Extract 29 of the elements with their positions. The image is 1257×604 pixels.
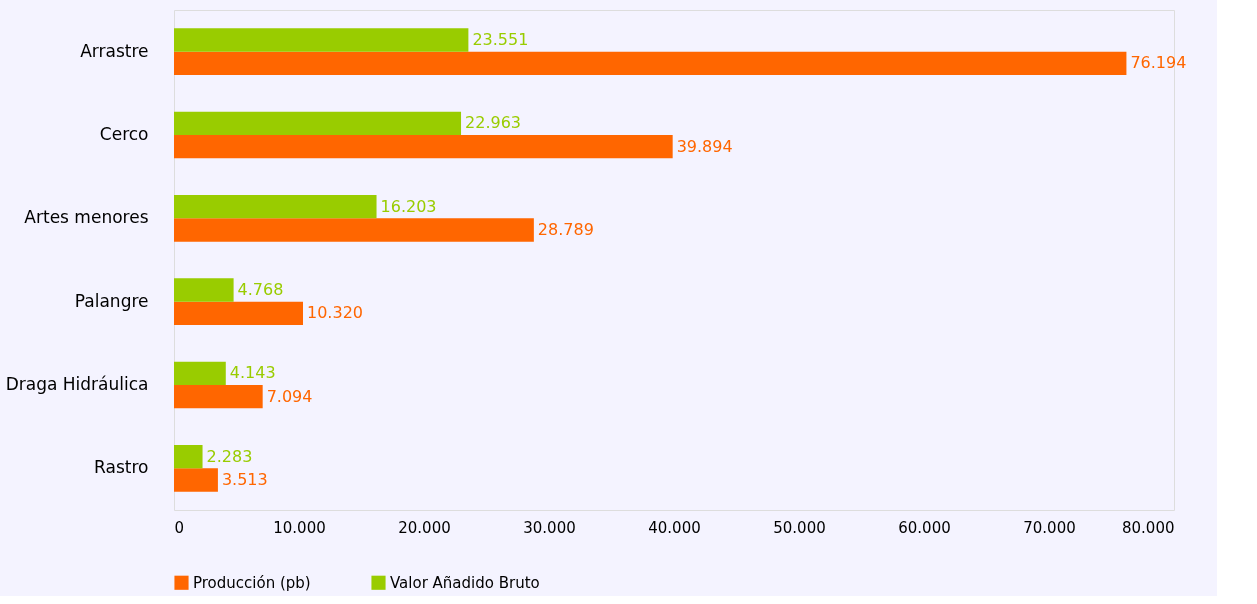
x-tick-label: 10.000 bbox=[273, 518, 326, 537]
x-tick-label: 20.000 bbox=[398, 518, 451, 537]
data-label: 10.320 bbox=[307, 303, 363, 323]
y-tick-label: Draga Hidráulica bbox=[5, 374, 149, 394]
y-tick-label: Cerco bbox=[99, 124, 149, 144]
data-label: 76.194 bbox=[1130, 53, 1187, 73]
x-tick-label: 30.000 bbox=[523, 518, 576, 537]
data-label: 22.963 bbox=[465, 113, 522, 133]
data-label: 4.768 bbox=[237, 280, 284, 299]
y-tick-label: Rastro bbox=[94, 457, 149, 478]
x-tick-label: 80.000 bbox=[1122, 518, 1175, 537]
legend-label: Valor Añadido Bruto bbox=[390, 573, 540, 592]
data-label: 4.143 bbox=[229, 363, 276, 383]
data-label: 23.551 bbox=[472, 30, 529, 49]
data-label: 16.203 bbox=[380, 196, 437, 216]
legend-label: Producción (pb) bbox=[193, 573, 311, 592]
x-tick-label: 60.000 bbox=[898, 518, 951, 537]
x-tick-label: 70.000 bbox=[1023, 518, 1076, 537]
y-tick-label: Artes menores bbox=[24, 207, 149, 228]
x-tick-label: 50.000 bbox=[773, 518, 826, 537]
data-label: 3.513 bbox=[221, 470, 268, 489]
data-label: 39.894 bbox=[676, 136, 733, 156]
y-tick-label: Palangre bbox=[74, 290, 149, 311]
data-label: 2.283 bbox=[206, 446, 253, 466]
x-tick-label: 0 bbox=[174, 518, 185, 537]
y-tick-label: Arrastre bbox=[80, 40, 149, 61]
data-label: 7.094 bbox=[266, 386, 313, 406]
x-tick-label: 40.000 bbox=[648, 518, 701, 537]
data-label: 28.789 bbox=[537, 220, 594, 239]
